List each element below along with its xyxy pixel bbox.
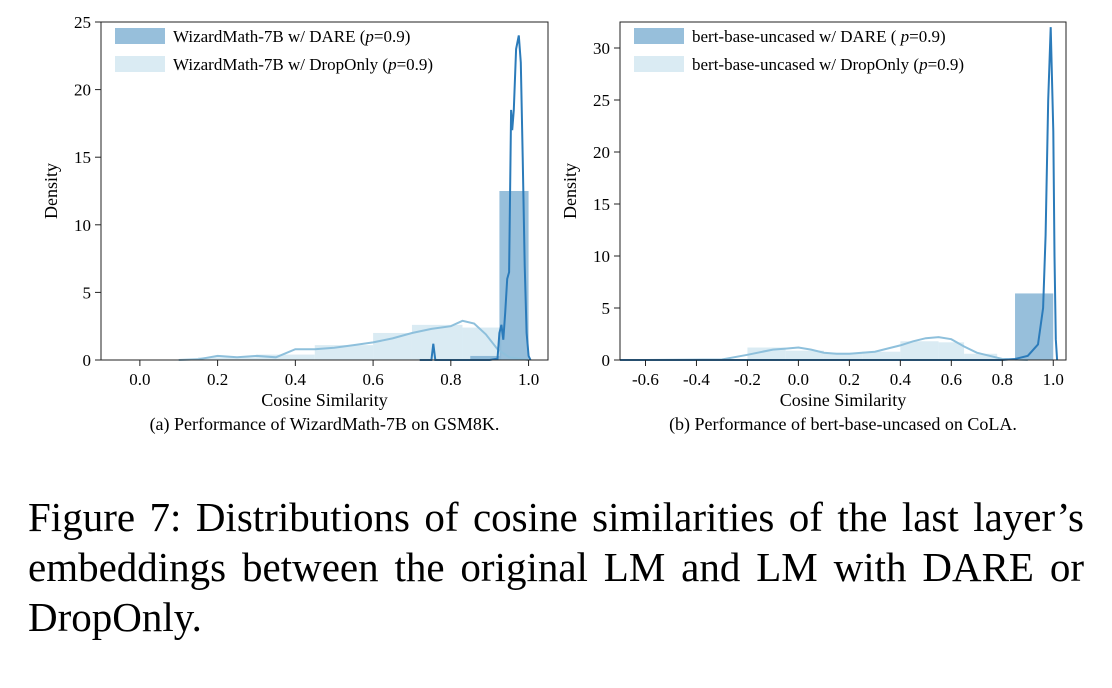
plot-frame xyxy=(100,21,549,361)
histogram-bar-droponly xyxy=(411,324,463,360)
histogram-bar-droponly xyxy=(862,351,901,360)
x-axis-label: Cosine Similarity xyxy=(780,390,907,410)
legend-text-part: WizardMath-7B w/ DropOnly ( xyxy=(173,55,388,74)
legend-swatch-dare xyxy=(115,28,165,44)
figure-caption-label: Figure 7: xyxy=(28,494,182,540)
legend-label-dare: WizardMath-7B w/ DARE (p=0.9) xyxy=(173,27,410,46)
y-tick-label: 25 xyxy=(74,13,91,32)
y-tick-label: 20 xyxy=(74,81,91,100)
y-tick-label: 15 xyxy=(593,195,610,214)
x-axis-label: Cosine Similarity xyxy=(261,390,388,410)
panel-subcaption: (a) Performance of WizardMath-7B on GSM8… xyxy=(150,414,500,435)
x-tick-label: 0.4 xyxy=(890,370,912,389)
histogram-bar-droponly xyxy=(198,357,257,360)
x-tick-label: -0.2 xyxy=(734,370,761,389)
legend-text-italic: p xyxy=(900,27,910,46)
legend-text-italic: p xyxy=(364,27,374,46)
histogram-bar-droponly xyxy=(900,341,939,360)
y-tick-label: 30 xyxy=(593,39,610,58)
legend-text-part: =0.9) xyxy=(928,55,965,74)
legend-text-italic: p xyxy=(387,55,397,74)
kde-line-dare xyxy=(620,27,1059,361)
figure-caption: Figure 7: Distributions of cosine simila… xyxy=(28,492,1084,642)
panel-subcaption: (b) Performance of bert-base-uncased on … xyxy=(669,414,1017,435)
y-axis-label: Density xyxy=(560,163,580,219)
x-tick-label: 0.8 xyxy=(440,370,461,389)
panel-a: 0 5 10 15 20 25 0.0 0.2 0.4 0.6 0.8 1.0 Cosine Simil… xyxy=(41,13,549,435)
y-tick-label: 10 xyxy=(593,247,610,266)
y-tick-label: 10 xyxy=(74,216,91,235)
y-tick-label: 5 xyxy=(602,299,611,318)
histogram-bar-droponly xyxy=(373,332,412,360)
figure: 0 5 10 15 20 25 0.0 0.2 0.4 0.6 0.8 1.0 Cosine Simil… xyxy=(41,13,1067,435)
legend-text-part: =0.9) xyxy=(909,27,946,46)
y-tick-label: 25 xyxy=(593,91,610,110)
legend-swatch-dare xyxy=(634,28,684,44)
plot-frame xyxy=(619,21,1067,361)
panel-b: 0 5 10 15 20 25 30 -0.6 -0.4 -0.2 0.0 0.2 0.4 0.6 0.8 1… xyxy=(560,21,1067,435)
y-tick-label: 20 xyxy=(593,143,610,162)
histogram-bar-droponly xyxy=(256,354,315,360)
histogram-bar-droponly xyxy=(823,352,863,360)
legend-text-italic: p xyxy=(918,55,928,74)
kde-line-droponly xyxy=(178,319,529,361)
x-tick-label: 0.2 xyxy=(839,370,860,389)
x-tick-label: 0.6 xyxy=(362,370,383,389)
legend-text-part: bert-base-uncased w/ DARE ( xyxy=(692,27,901,46)
histogram-bar-droponly xyxy=(462,327,502,360)
legend-label-dare: bert-base-uncased w/ DARE ( p=0.9) xyxy=(692,27,946,46)
y-tick-label: 15 xyxy=(74,148,91,167)
x-tick-label: 0.0 xyxy=(129,370,150,389)
x-tick-label: -0.6 xyxy=(632,370,659,389)
x-tick-label: 0.6 xyxy=(941,370,962,389)
x-tick-label: 0.8 xyxy=(992,370,1013,389)
histogram-bar-droponly xyxy=(747,347,786,360)
histogram-bar-dare xyxy=(470,355,500,360)
y-axis-label: Density xyxy=(41,163,61,219)
x-tick-label: 0.0 xyxy=(788,370,809,389)
legend-label-droponly: bert-base-uncased w/ DropOnly (p=0.9) xyxy=(692,55,964,74)
y-tick-label: 5 xyxy=(83,283,92,302)
legend-text-part: =0.9) xyxy=(374,27,411,46)
x-tick-label: 1.0 xyxy=(518,370,539,389)
y-tick-label: 0 xyxy=(83,351,92,370)
legend-swatch-droponly xyxy=(634,56,684,72)
y-tick-label: 0 xyxy=(602,351,611,370)
x-tick-label: 0.4 xyxy=(285,370,307,389)
x-tick-label: -0.4 xyxy=(683,370,710,389)
histogram-bar-droponly xyxy=(785,350,824,360)
legend-text-part: bert-base-uncased w/ DropOnly ( xyxy=(692,55,919,74)
legend-label-droponly: WizardMath-7B w/ DropOnly (p=0.9) xyxy=(173,55,433,74)
histogram-bar-droponly xyxy=(938,342,965,360)
x-tick-label: 1.0 xyxy=(1043,370,1064,389)
legend-text-part: =0.9) xyxy=(397,55,434,74)
histogram-bar-droponly xyxy=(964,353,998,360)
kde-line-droponly xyxy=(645,336,1028,361)
x-tick-label: 0.2 xyxy=(207,370,228,389)
legend-text-part: WizardMath-7B w/ DARE ( xyxy=(173,27,366,46)
figure-caption-text: Distributions of cosine similarities of … xyxy=(28,494,1085,640)
legend-swatch-droponly xyxy=(115,56,165,72)
